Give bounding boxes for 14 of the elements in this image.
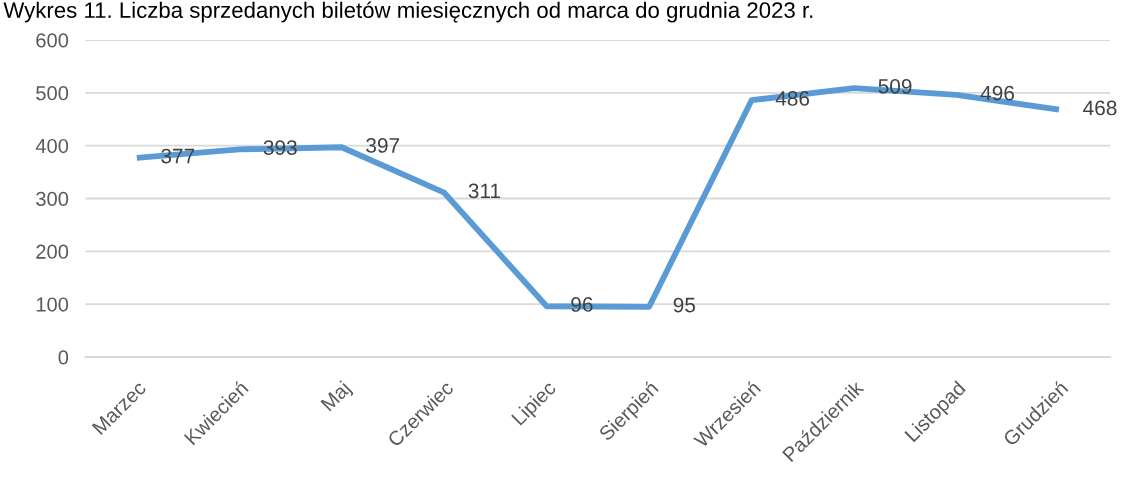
y-tick-label: 100 bbox=[36, 297, 69, 312]
data-label: 468 bbox=[1083, 100, 1117, 116]
y-tick-label: 300 bbox=[36, 191, 69, 206]
data-label: 496 bbox=[980, 85, 1014, 101]
y-tick-label: 0 bbox=[58, 350, 69, 365]
y-tick-label: 500 bbox=[36, 86, 69, 101]
x-tick-label: Maj bbox=[319, 380, 355, 415]
chart-title: Wykres 11. Liczba sprzedanych biletów miesięcznych od marca do grudnia 2023 r. bbox=[3, 1, 813, 23]
y-tick-label: 600 bbox=[36, 33, 69, 48]
data-label: 95 bbox=[673, 297, 696, 313]
data-label: 311 bbox=[468, 183, 501, 199]
data-label: 397 bbox=[366, 138, 400, 153]
y-tick-label: 400 bbox=[35, 138, 69, 154]
y-tick-label: 200 bbox=[36, 244, 69, 259]
